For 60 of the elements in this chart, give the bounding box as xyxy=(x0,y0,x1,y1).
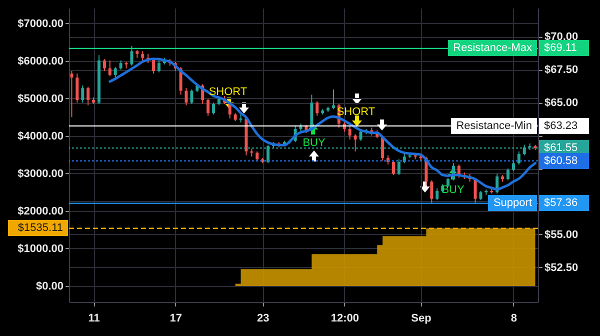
y-tick-label: $5000.00 xyxy=(18,92,64,105)
x-tick-label: 8 xyxy=(510,312,518,324)
candlestick xyxy=(212,102,216,115)
candlestick xyxy=(332,88,335,110)
candlestick xyxy=(141,50,144,61)
y-tick-label: $2000.00 xyxy=(18,205,64,218)
candlestick xyxy=(157,60,160,73)
y-tick-label: $3000.00 xyxy=(18,168,64,180)
candlestick xyxy=(402,154,406,164)
candlestick xyxy=(184,88,188,106)
candlestick xyxy=(316,100,319,116)
y-tick-label: $4000.00 xyxy=(18,130,64,142)
y2-tick-label: $52.50 xyxy=(544,262,578,274)
y-tick-label: $6000.00 xyxy=(18,55,64,68)
x-tick-label: 23 xyxy=(256,312,270,324)
y2-tick-label: $67.50 xyxy=(544,64,578,76)
candlestick xyxy=(474,177,477,204)
annotation: BUY xyxy=(442,184,464,196)
candlestick xyxy=(506,168,510,181)
ref-line-label: Support xyxy=(488,195,537,212)
candlestick xyxy=(114,66,117,78)
candlestick xyxy=(517,150,520,166)
candlestick xyxy=(256,150,259,162)
candlestick xyxy=(392,160,395,176)
text: $63.23 xyxy=(539,118,589,134)
x-tick-label: Sep xyxy=(411,312,432,324)
text: $60.58 xyxy=(539,152,589,169)
x-tick-label: 17 xyxy=(170,312,182,324)
ref-line-label: Resistance-Max xyxy=(448,40,537,56)
y-tick-label: $0.00 xyxy=(36,280,64,293)
y2-tick-label: $65.00 xyxy=(544,97,578,110)
candlestick xyxy=(190,88,194,104)
candlestick xyxy=(130,45,134,66)
candlestick xyxy=(348,126,352,140)
candlestick xyxy=(119,60,122,70)
text: $57.36 xyxy=(539,195,589,212)
candlestick xyxy=(86,86,90,106)
text: $69.11 xyxy=(539,40,589,56)
y-tick-label: $1000.00 xyxy=(18,242,64,255)
x-tick-label: 11 xyxy=(88,312,100,324)
text: $61.55 xyxy=(539,140,589,156)
candlestick xyxy=(436,188,439,201)
candlestick xyxy=(102,58,106,72)
candlestick xyxy=(76,73,79,104)
ref-line-label: Resistance-Min xyxy=(451,118,537,134)
candlestick xyxy=(479,190,482,201)
candlestick xyxy=(206,98,210,116)
annotation: SHORT xyxy=(208,86,248,98)
y2-tick-label: $55.00 xyxy=(544,228,578,241)
y-tick-label: $7000.00 xyxy=(18,18,64,30)
text: $1535.11 xyxy=(8,220,68,236)
candlestick xyxy=(354,134,357,152)
candlestick xyxy=(81,84,84,104)
candlestick xyxy=(430,180,434,204)
candlestick xyxy=(70,70,74,118)
candlestick xyxy=(108,60,112,77)
candlestick xyxy=(397,158,400,176)
x-tick-label: 12:00 xyxy=(330,312,359,324)
candlestick xyxy=(512,160,515,172)
annotation: BUY xyxy=(302,137,326,149)
